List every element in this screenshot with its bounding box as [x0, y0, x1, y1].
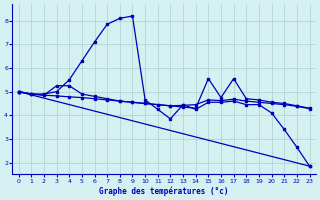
X-axis label: Graphe des températures (°c): Graphe des températures (°c)	[99, 186, 229, 196]
